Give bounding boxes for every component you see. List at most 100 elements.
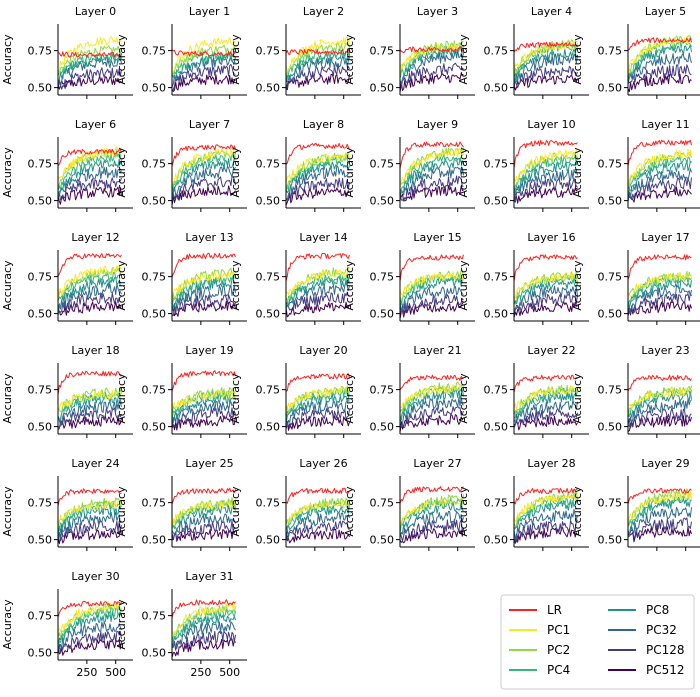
y-tick-label: 0.75 (256, 384, 281, 397)
series-pc512-line (172, 638, 236, 658)
y-axis-label: Accuracy (229, 373, 242, 424)
series-group (172, 37, 236, 92)
panel-layer-11: 0.50 0.75 Accuracy Layer 11 (571, 118, 700, 212)
panel-layer-6: 0.50 0.75 Accuracy Layer 6 (1, 118, 133, 212)
panel-title: Layer 19 (185, 344, 233, 357)
y-axis-label: Accuracy (229, 147, 242, 198)
x-tick-label: 500 (219, 666, 240, 679)
series-pc1-line (58, 389, 122, 411)
series-pc128-line (172, 630, 236, 651)
panel-layer-26: 0.50 0.75 Accuracy Layer 26 (229, 457, 361, 551)
series-pc128-line (58, 177, 122, 201)
series-lr-line (58, 488, 122, 506)
panel-layer-7: 0.50 0.75 Accuracy Layer 7 (115, 118, 247, 212)
panel-title: Layer 10 (527, 118, 575, 131)
series-group (58, 370, 122, 430)
series-pc512-line (628, 73, 692, 93)
series-pc4-line (172, 274, 236, 307)
series-lr-line (286, 49, 350, 56)
series-pc8-line (514, 278, 578, 305)
series-lr-line (628, 37, 692, 51)
y-tick-label: 0.50 (256, 421, 281, 434)
series-pc128-line (58, 407, 122, 430)
panel-title: Layer 29 (641, 457, 689, 470)
y-tick-label: 0.75 (370, 271, 395, 284)
series-pc8-line (400, 157, 464, 193)
series-pc1-line (58, 265, 122, 299)
series-pc1-line (172, 148, 236, 185)
series-pc512-line (628, 186, 692, 203)
series-pc32-line (58, 56, 122, 87)
series-pc8-line (172, 277, 236, 312)
panel-layer-20: 0.50 0.75 Accuracy Layer 20 (229, 344, 361, 438)
panel-layer-1: 0.50 0.75 Accuracy Layer 1 (115, 5, 247, 99)
series-group (400, 40, 464, 92)
series-pc8-line (286, 161, 350, 193)
series-pc1-line (58, 146, 122, 180)
y-tick-label: 0.50 (256, 308, 281, 321)
series-pc8-line (628, 44, 692, 81)
series-group (172, 252, 236, 317)
series-pc512-line (514, 301, 578, 318)
series-pc4-line (58, 271, 122, 301)
y-tick-label: 0.50 (28, 647, 53, 660)
series-pc32-line (400, 286, 464, 313)
panel-layer-27: 0.50 0.75 Accuracy Layer 27 (343, 457, 475, 551)
panel-title: Layer 18 (71, 344, 119, 357)
series-pc1-line (400, 271, 464, 296)
series-pc128-line (400, 175, 464, 202)
series-pc32-line (514, 399, 578, 428)
series-pc4-line (58, 152, 122, 191)
series-pc512-line (58, 415, 122, 429)
panel-layer-10: 0.50 0.75 Accuracy Layer 10 (457, 118, 589, 212)
series-group (286, 487, 350, 544)
y-tick-label: 0.75 (142, 610, 167, 623)
series-group (514, 139, 578, 204)
series-lr-line (172, 252, 236, 277)
y-axis-label: Accuracy (1, 486, 14, 537)
y-tick-label: 0.75 (28, 45, 53, 58)
y-tick-label: 0.50 (28, 82, 53, 95)
series-pc1-line (514, 272, 578, 300)
y-tick-label: 0.50 (142, 534, 167, 547)
y-tick-label: 0.75 (598, 497, 623, 510)
series-pc128-line (514, 293, 578, 316)
series-pc2-line (628, 385, 692, 416)
y-tick-label: 0.75 (28, 158, 53, 171)
y-tick-label: 0.75 (142, 271, 167, 284)
series-pc1-line (172, 499, 236, 525)
series-pc2-line (400, 494, 464, 527)
series-pc512-line (400, 527, 464, 544)
panel-title: Layer 0 (75, 5, 116, 18)
series-lr-line (628, 488, 692, 504)
series-pc32-line (628, 398, 692, 428)
legend-label-pc512: PC512 (646, 663, 685, 677)
y-tick-label: 0.50 (370, 308, 395, 321)
y-tick-label: 0.50 (142, 421, 167, 434)
panel-title: Layer 23 (641, 344, 689, 357)
series-pc32-line (286, 165, 350, 201)
series-group (628, 488, 692, 543)
series-group (514, 39, 578, 91)
y-tick-label: 0.75 (142, 384, 167, 397)
series-pc1-line (286, 36, 350, 72)
y-tick-label: 0.50 (256, 534, 281, 547)
series-pc128-line (172, 63, 236, 92)
y-axis-label: Accuracy (343, 486, 356, 537)
series-pc128-line (58, 292, 122, 313)
series-pc8-line (172, 157, 236, 198)
y-axis-label: Accuracy (115, 486, 128, 537)
series-group (400, 374, 464, 432)
series-pc32-line (58, 511, 122, 541)
y-axis-label: Accuracy (457, 34, 470, 85)
series-pc8-line (286, 393, 350, 425)
series-pc128-line (58, 630, 122, 654)
panel-layer-22: 0.50 0.75 Accuracy Layer 22 (457, 344, 589, 438)
series-pc512-line (58, 301, 122, 316)
y-tick-label: 0.75 (28, 271, 53, 284)
panel-title: Layer 13 (185, 231, 233, 244)
y-tick-label: 0.75 (598, 45, 623, 58)
series-pc128-line (628, 292, 692, 315)
y-tick-label: 0.75 (256, 497, 281, 510)
